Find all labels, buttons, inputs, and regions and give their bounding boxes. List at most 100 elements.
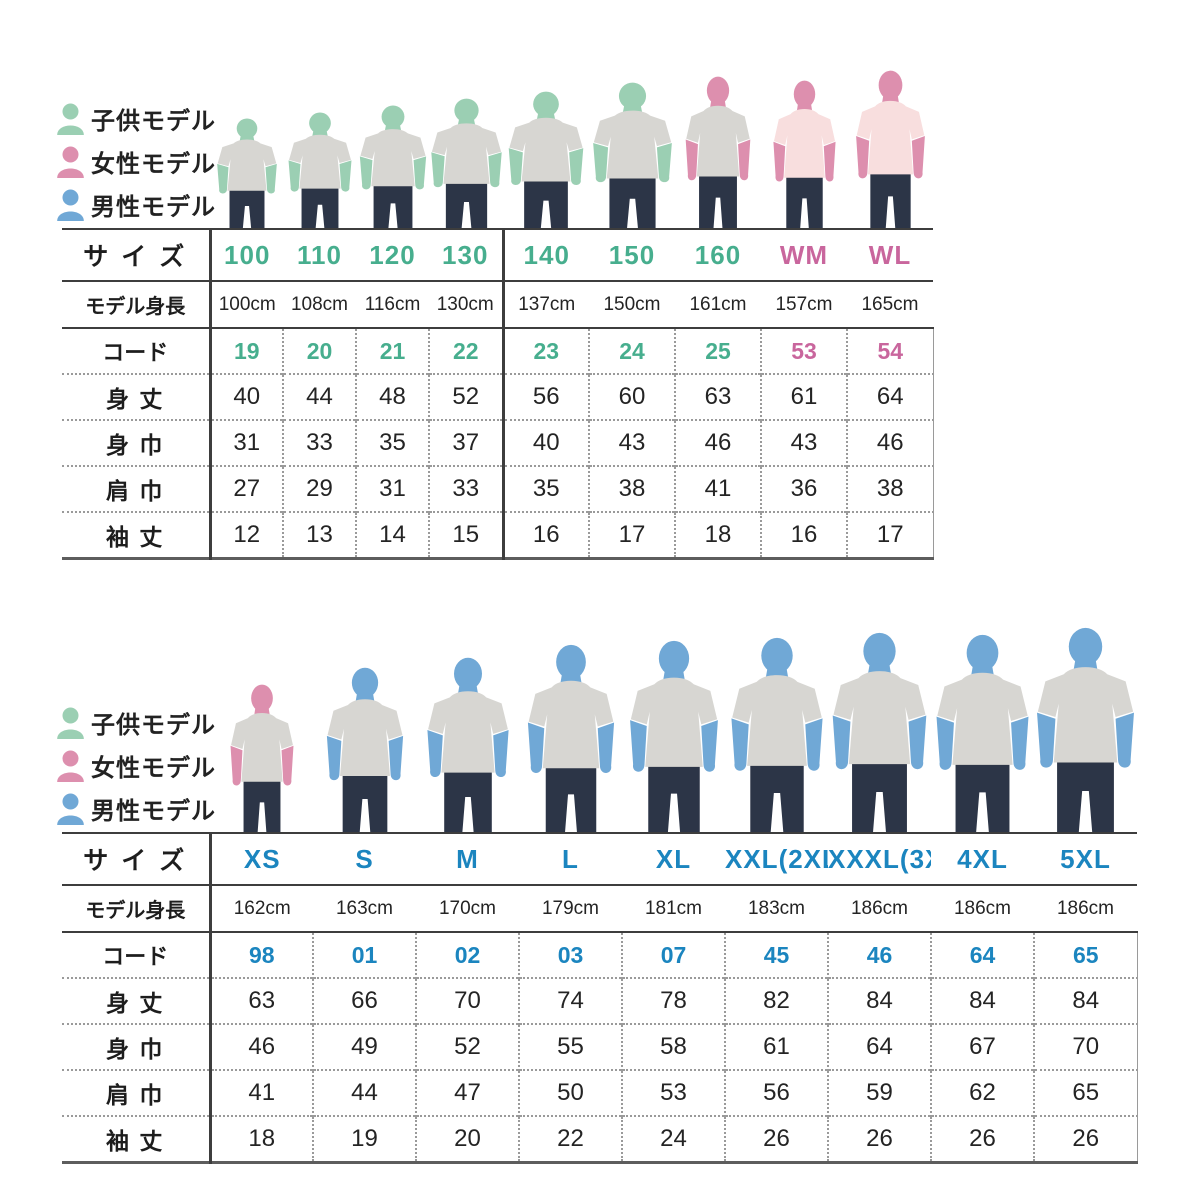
cell-body_length: 44 (282, 374, 356, 420)
row-size: サ イ ズ 100 110 120 130 140 150 160 WM WL (62, 230, 933, 281)
cell-height: 137cm (501, 281, 589, 328)
row-size: サ イ ズ XS S M L XL XXL(2XL)XXXL(3XL) 4XL 5XL (62, 834, 1137, 885)
cell-body_width: 70 (1033, 1024, 1138, 1070)
model-stage: 子供モデル 女性モデル 男性モデル (57, 0, 933, 230)
cell-size: 110 (297, 239, 342, 270)
legend-item-child: 子供モデル (55, 705, 216, 740)
model-figure-svg (326, 667, 403, 832)
legend-item-man: 男性モデル (55, 791, 216, 826)
model-figure-5XL (1034, 627, 1137, 832)
cell-size: 140 (501, 230, 589, 281)
row-label: 身 丈 (62, 978, 212, 1024)
cell-size: XS (243, 843, 281, 874)
model-figure-svg (855, 70, 925, 228)
cell-shoulder_width: 33 (428, 466, 503, 512)
row-body-width: 身 巾 31 33 35 37 40 43 46 43 46 (62, 420, 934, 466)
cell-sleeve_length: 14 (355, 512, 429, 559)
cell-body_length: 63 (674, 374, 761, 420)
cell-body_width: 52 (415, 1024, 519, 1070)
cell-size: 150 (608, 239, 656, 270)
model-figure-100 (210, 118, 283, 228)
cell-shoulder_width: 27 (233, 475, 261, 502)
cell-height: 179cm (541, 897, 600, 919)
row-label: 袖 丈 (62, 1116, 212, 1163)
cell-shoulder_width: 44 (312, 1070, 416, 1116)
cell-height: 130cm (436, 293, 494, 315)
cell-size: 120 (369, 239, 416, 270)
model-figure-S (313, 667, 416, 832)
cell-sleeve_length: 16 (760, 512, 847, 559)
cell-sleeve_length: 20 (415, 1116, 519, 1163)
cell-height: 100cm (218, 293, 276, 315)
cell-body_width: 46 (846, 420, 934, 466)
legend-label-child: 子供モデル (91, 108, 216, 135)
cell-shoulder_width: 47 (415, 1070, 519, 1116)
figures-row (210, 624, 1137, 832)
cell-code: 45 (724, 932, 828, 978)
cell-body_length: 52 (428, 374, 503, 420)
model-figure (211, 118, 283, 228)
cell-body_length: 63 (248, 987, 276, 1014)
cell-body_length: 84 (1033, 978, 1138, 1024)
cell-shoulder_width: 38 (846, 466, 934, 512)
cell-body_length: 64 (846, 374, 934, 420)
person-icon-woman (55, 145, 86, 178)
person-icon-woman (55, 749, 86, 782)
row-body-width: 身 巾 46 49 52 55 58 61 64 67 70 (62, 1024, 1138, 1070)
model-figure (621, 640, 727, 832)
size-table-kids-women: サ イ ズ 100 110 120 130 140 150 160 WM WL モデル身長 100cm… (62, 230, 934, 560)
legend-item-woman: 女性モデル (55, 748, 216, 783)
legend-label-man: 男性モデル (91, 194, 216, 221)
model-figure-4XL (931, 634, 1034, 832)
row-label: サ イ ズ (62, 834, 212, 885)
cell-code: 98 (248, 941, 275, 968)
cell-height: 170cm (438, 897, 497, 919)
cell-size: S (355, 843, 374, 874)
cell-body_width: 35 (355, 420, 429, 466)
model-figure-svg (426, 657, 509, 832)
size-table-adults: サ イ ズ XS S M L XL XXL(2XL)XXXL(3XL) 4XL 5XL モデル身長… (62, 834, 1138, 1164)
cell-size: 5XL (1060, 843, 1111, 874)
model-figure (927, 634, 1038, 832)
cell-body_width: 46 (674, 420, 761, 466)
model-figure-svg (730, 637, 823, 832)
cell-body_length: 40 (233, 383, 261, 410)
cell-size: 4XL (957, 843, 1008, 874)
model-figure-svg (216, 118, 277, 228)
cell-body_length: 84 (827, 978, 931, 1024)
person-icon-man (55, 792, 86, 825)
kids-women-section: 子供モデル 女性モデル 男性モデルサ イ ズ 100 110 120 130 140 150 16… (57, 0, 1200, 560)
cell-code: 03 (518, 932, 622, 978)
model-figure-svg (230, 684, 293, 832)
model-figure (722, 637, 832, 832)
model-figure-WL (847, 70, 933, 228)
cell-body_length: 48 (355, 374, 429, 420)
model-figure-130 (429, 98, 503, 228)
cell-code: 20 (282, 328, 356, 374)
legend-label-man: 男性モデル (91, 798, 216, 825)
cell-code: 21 (355, 328, 429, 374)
cell-body_width: 33 (282, 420, 356, 466)
model-figure-svg (936, 634, 1029, 832)
cell-code: 46 (827, 932, 931, 978)
row-code: コード 19 20 21 22 23 24 25 53 54 (62, 328, 934, 374)
model-figure-110 (283, 112, 356, 228)
model-figure-svg (685, 76, 751, 228)
cell-shoulder_width: 59 (827, 1070, 931, 1116)
model-figure (519, 644, 623, 832)
cell-height: 161cm (689, 293, 747, 315)
model-figure (419, 657, 517, 832)
cell-body_width: 37 (428, 420, 503, 466)
cell-size: XXL(2XL) (725, 843, 828, 874)
row-code: コード 98 01 02 03 07 45 46 64 65 (62, 932, 1138, 978)
cell-body_length: 82 (724, 978, 828, 1024)
model-figure-svg (832, 632, 927, 832)
model-figure-160 (675, 76, 761, 228)
cell-code: 54 (846, 328, 934, 374)
cell-size: 160 (694, 239, 742, 270)
model-figure (353, 105, 433, 228)
cell-body_width: 43 (760, 420, 847, 466)
model-figure (767, 80, 842, 228)
cell-code: 53 (760, 328, 847, 374)
cell-height: 116cm (364, 293, 421, 315)
